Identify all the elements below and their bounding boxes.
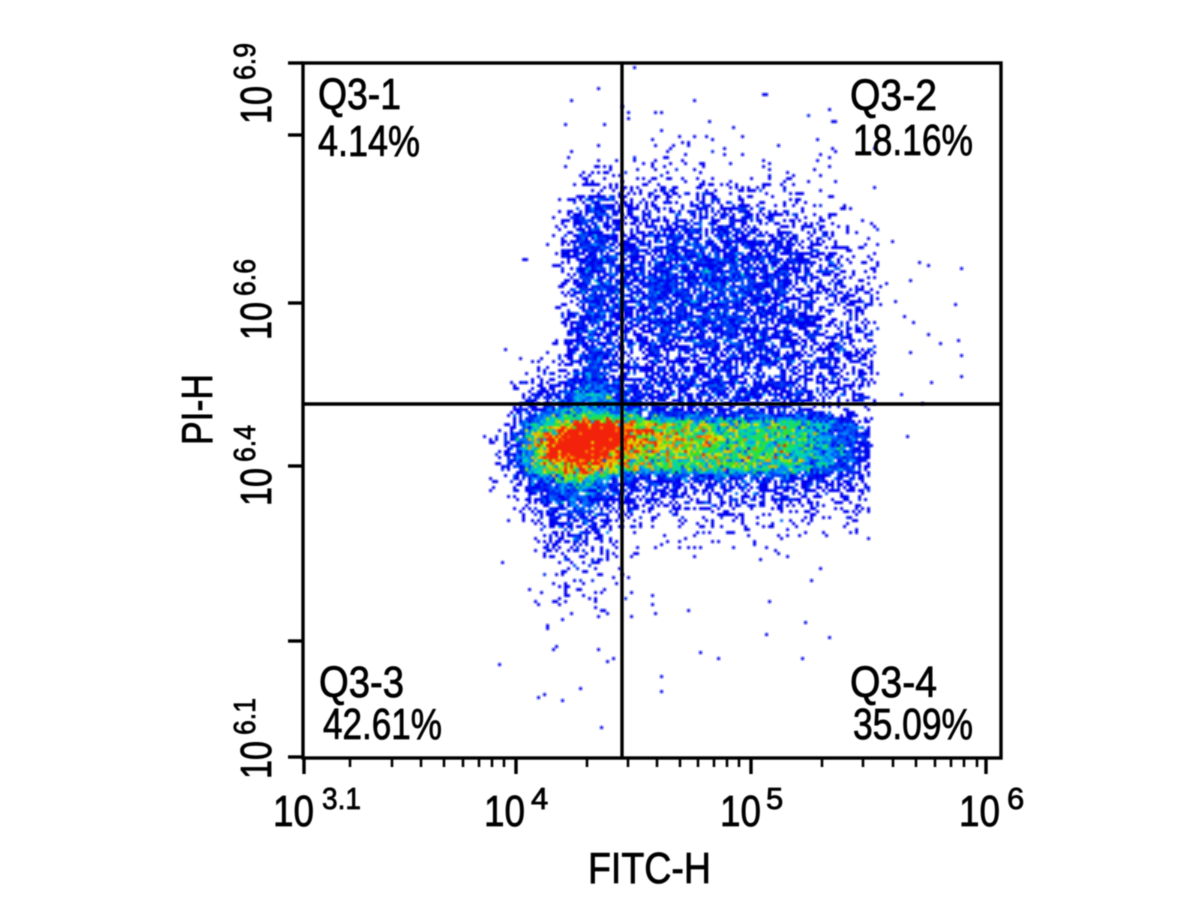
svg-text:Q3-3: Q3-3 xyxy=(319,658,404,707)
svg-text:35.09%: 35.09% xyxy=(853,700,973,749)
svg-text:6.1: 6.1 xyxy=(227,698,262,735)
svg-text:10: 10 xyxy=(232,86,281,124)
svg-text:Q3-4: Q3-4 xyxy=(850,658,937,707)
svg-text:6.4: 6.4 xyxy=(227,425,262,462)
svg-text:10: 10 xyxy=(232,468,281,506)
svg-text:42.61%: 42.61% xyxy=(323,700,442,749)
svg-text:18.16%: 18.16% xyxy=(853,116,973,165)
svg-text:4: 4 xyxy=(531,781,548,816)
svg-text:4.14%: 4.14% xyxy=(318,117,420,166)
svg-text:6.6: 6.6 xyxy=(227,259,262,296)
svg-text:6: 6 xyxy=(1007,781,1024,816)
svg-text:Q3-2: Q3-2 xyxy=(850,71,937,120)
svg-text:6.9: 6.9 xyxy=(227,43,262,80)
svg-text:10: 10 xyxy=(232,741,281,779)
svg-text:FITC-H: FITC-H xyxy=(588,844,711,893)
svg-text:10: 10 xyxy=(959,787,1000,836)
svg-text:10: 10 xyxy=(720,787,761,836)
svg-text:PI-H: PI-H xyxy=(173,374,222,445)
svg-text:5: 5 xyxy=(766,781,783,816)
svg-text:10: 10 xyxy=(484,787,525,836)
svg-text:10: 10 xyxy=(273,787,314,836)
svg-text:10: 10 xyxy=(232,302,281,340)
svg-text:Q3-1: Q3-1 xyxy=(318,70,401,119)
svg-text:3.1: 3.1 xyxy=(322,781,361,816)
